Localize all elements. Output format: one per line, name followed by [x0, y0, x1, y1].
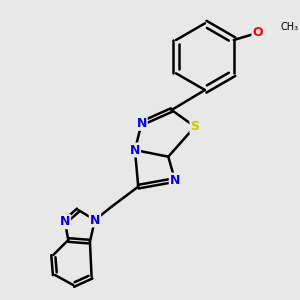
Text: N: N: [130, 143, 140, 157]
Text: S: S: [190, 120, 200, 133]
Text: N: N: [170, 173, 180, 187]
Text: O: O: [252, 26, 263, 39]
Text: CH₃: CH₃: [280, 22, 298, 32]
Text: N: N: [90, 214, 100, 226]
Text: N: N: [60, 215, 70, 228]
Text: N: N: [136, 117, 147, 130]
